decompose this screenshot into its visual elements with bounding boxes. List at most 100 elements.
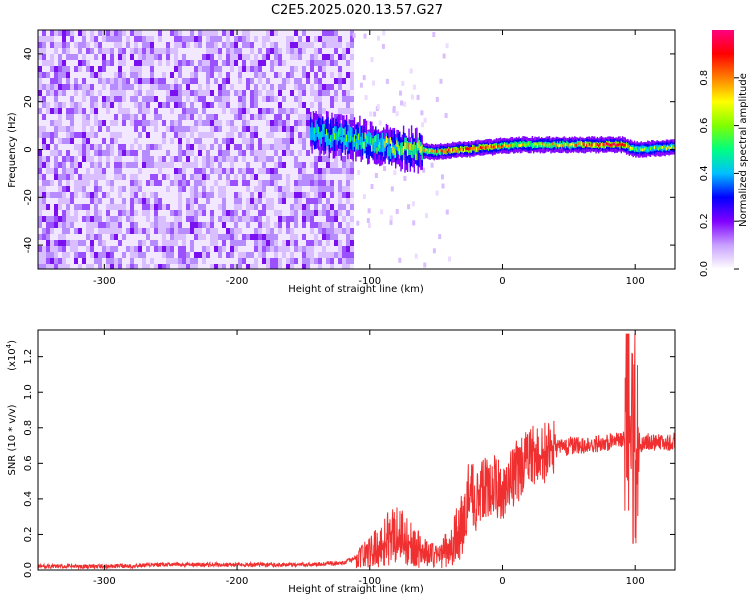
noise-cell — [122, 96, 126, 106]
signal-cell — [558, 144, 560, 148]
noise-cell — [286, 234, 290, 240]
noise-cell — [138, 264, 142, 269]
signal-cell — [367, 136, 369, 144]
noise-cell — [54, 198, 58, 208]
noise-cell — [54, 132, 58, 138]
noise-cell — [206, 192, 210, 198]
signal-cell — [483, 146, 486, 150]
noise-cell — [314, 36, 318, 46]
noise-cell — [314, 30, 318, 36]
noise-cell — [74, 96, 78, 102]
noise-cell — [46, 168, 50, 178]
noise-cell — [342, 198, 346, 204]
noise-cell — [70, 234, 74, 240]
signal-cell — [564, 142, 567, 146]
noise-cell — [262, 60, 266, 66]
noise-cell — [162, 102, 166, 108]
noise-cell — [202, 84, 206, 94]
noise-cell — [242, 132, 246, 142]
noise-cell — [46, 234, 50, 240]
noise-cell — [142, 84, 146, 90]
noise-cell — [74, 234, 78, 240]
noise-cell — [102, 252, 106, 258]
noise-cell — [198, 234, 202, 240]
noise-cell — [162, 252, 166, 258]
noise-cell — [122, 252, 126, 262]
signal-cell — [550, 143, 552, 147]
noise-cell — [178, 210, 182, 220]
spectrogram-y-tick-label: 0 — [23, 146, 34, 152]
noise-cell — [106, 126, 110, 132]
noise-cell — [174, 48, 178, 54]
signal-cell — [343, 128, 345, 136]
noise-cell — [70, 246, 74, 252]
faint-cell — [376, 104, 380, 110]
noise-cell — [98, 204, 102, 214]
noise-cell — [134, 78, 138, 88]
noise-cell — [230, 120, 234, 126]
noise-cell — [298, 246, 302, 256]
noise-cell — [178, 102, 182, 112]
noise-cell — [250, 246, 254, 252]
noise-cell — [214, 234, 218, 240]
noise-cell — [130, 126, 134, 132]
noise-cell — [46, 66, 50, 76]
signal-cell — [534, 142, 536, 146]
signal-cell — [357, 137, 360, 151]
noise-cell — [338, 204, 342, 214]
noise-cell — [282, 84, 286, 90]
noise-cell — [46, 42, 50, 48]
noise-cell — [338, 192, 342, 198]
noise-cell — [162, 30, 166, 36]
noise-cell — [90, 144, 94, 150]
noise-cell — [286, 264, 290, 269]
noise-cell — [134, 150, 138, 160]
spectrogram-signal-band — [310, 111, 675, 174]
noise-cell — [310, 198, 314, 204]
noise-cell — [230, 84, 234, 90]
noise-cell — [326, 36, 330, 42]
noise-cell — [318, 108, 322, 114]
noise-cell — [258, 198, 262, 208]
noise-cell — [246, 108, 250, 118]
noise-cell — [126, 48, 130, 54]
noise-cell — [250, 60, 254, 66]
noise-cell — [190, 114, 194, 124]
noise-cell — [158, 252, 162, 258]
noise-cell — [266, 156, 270, 162]
signal-cell — [542, 142, 544, 149]
noise-cell — [170, 96, 174, 102]
noise-cell — [150, 162, 154, 172]
noise-cell — [166, 156, 170, 162]
noise-cell — [38, 264, 42, 269]
signal-cell — [554, 142, 556, 146]
signal-cell — [328, 132, 330, 139]
noise-cell — [102, 114, 106, 120]
noise-cell — [190, 60, 194, 66]
noise-cell — [282, 156, 286, 162]
noise-cell — [270, 222, 274, 228]
noise-cell — [206, 252, 210, 262]
signal-cell — [636, 146, 638, 152]
noise-cell — [74, 66, 78, 76]
spectrogram-noise-cells — [38, 30, 451, 269]
noise-cell — [82, 180, 86, 186]
noise-cell — [118, 126, 122, 132]
noise-cell — [174, 258, 178, 268]
noise-cell — [38, 156, 42, 162]
noise-cell — [118, 264, 122, 269]
noise-cell — [62, 138, 66, 144]
signal-cell — [377, 133, 380, 147]
noise-cell — [206, 144, 210, 150]
noise-cell — [306, 258, 310, 264]
noise-cell — [250, 48, 254, 54]
noise-cell — [150, 138, 154, 144]
noise-cell — [114, 162, 118, 172]
noise-cell — [298, 240, 302, 246]
noise-cell — [250, 222, 254, 228]
noise-cell — [262, 78, 266, 84]
noise-cell — [150, 48, 154, 58]
noise-cell — [178, 180, 182, 190]
noise-cell — [58, 150, 62, 156]
signal-cell — [580, 142, 583, 146]
